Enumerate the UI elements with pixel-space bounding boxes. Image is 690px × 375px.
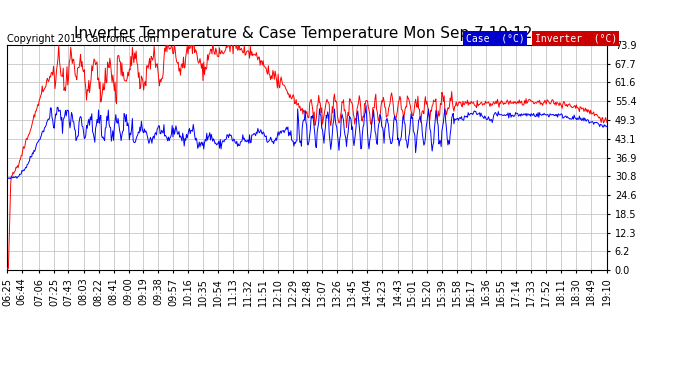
Text: Inverter  (°C): Inverter (°C) [535,34,617,44]
Text: Case  (°C): Case (°C) [466,34,524,44]
Text: Inverter Temperature & Case Temperature Mon Sep 7 19:12: Inverter Temperature & Case Temperature … [75,26,533,41]
Text: Copyright 2015 Cartronics.com: Copyright 2015 Cartronics.com [7,34,159,44]
